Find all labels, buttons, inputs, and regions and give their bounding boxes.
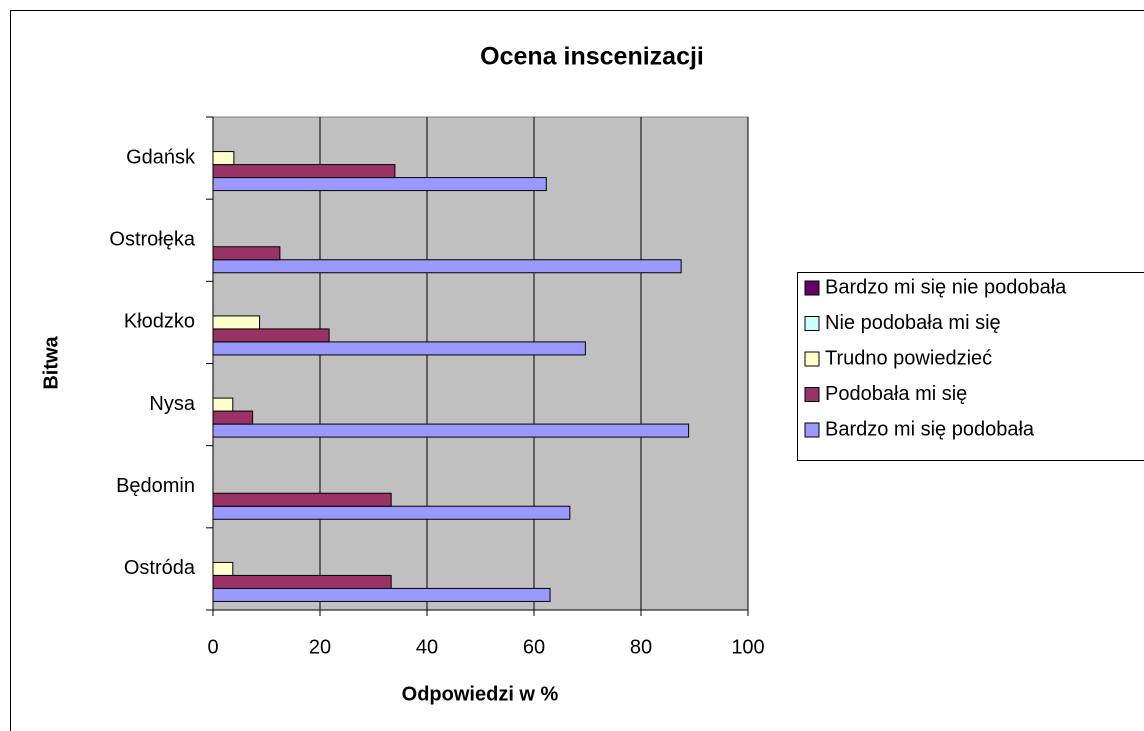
y-tick-label: Ostróda	[124, 557, 196, 579]
x-tick-label: 40	[416, 636, 438, 658]
x-axis-label: Odpowiedzi w %	[402, 683, 559, 705]
legend-swatch	[804, 316, 820, 331]
y-tick-label: Ostrołęka	[109, 229, 195, 251]
bar	[212, 259, 682, 274]
y-tick-label: Gdańsk	[126, 146, 196, 168]
bar	[212, 423, 690, 438]
bar	[212, 328, 330, 343]
x-tick-label: 100	[731, 636, 764, 658]
bar	[212, 177, 547, 192]
legend-swatch	[804, 280, 820, 296]
legend-label: Bardzo mi się podobała	[825, 418, 1035, 440]
legend-label: Trudno powiedzieć	[825, 347, 992, 369]
x-tick-label: 60	[523, 636, 545, 658]
legend	[797, 272, 1144, 461]
y-tick-label: Kłodzko	[124, 311, 195, 333]
bar	[212, 151, 235, 166]
plot-area	[212, 116, 749, 611]
legend-label: Nie podobała mi się	[825, 312, 1001, 334]
y-axis-label: Bitwa	[40, 335, 62, 389]
bar	[212, 587, 551, 602]
y-tick-label: Będomin	[116, 475, 195, 497]
legend-swatch	[804, 387, 820, 402]
x-tick-label: 0	[207, 636, 218, 658]
legend-label: Podobała mi się	[825, 383, 967, 405]
bar	[212, 561, 234, 576]
bar	[212, 341, 586, 356]
x-tick-label: 20	[309, 636, 331, 658]
bar	[212, 164, 396, 179]
bar	[212, 492, 392, 507]
bar	[212, 410, 254, 425]
bar	[212, 397, 234, 412]
bar	[212, 505, 571, 520]
bar	[212, 246, 281, 261]
x-tick-label: 80	[630, 636, 652, 658]
legend-swatch	[804, 351, 820, 367]
bar	[212, 315, 261, 330]
legend-swatch	[804, 422, 820, 438]
y-tick-label: Nysa	[149, 393, 195, 415]
bar	[212, 574, 392, 589]
chart-title: Ocena inscenizacji	[480, 43, 704, 71]
legend-label: Bardzo mi się nie podobała	[825, 276, 1067, 298]
